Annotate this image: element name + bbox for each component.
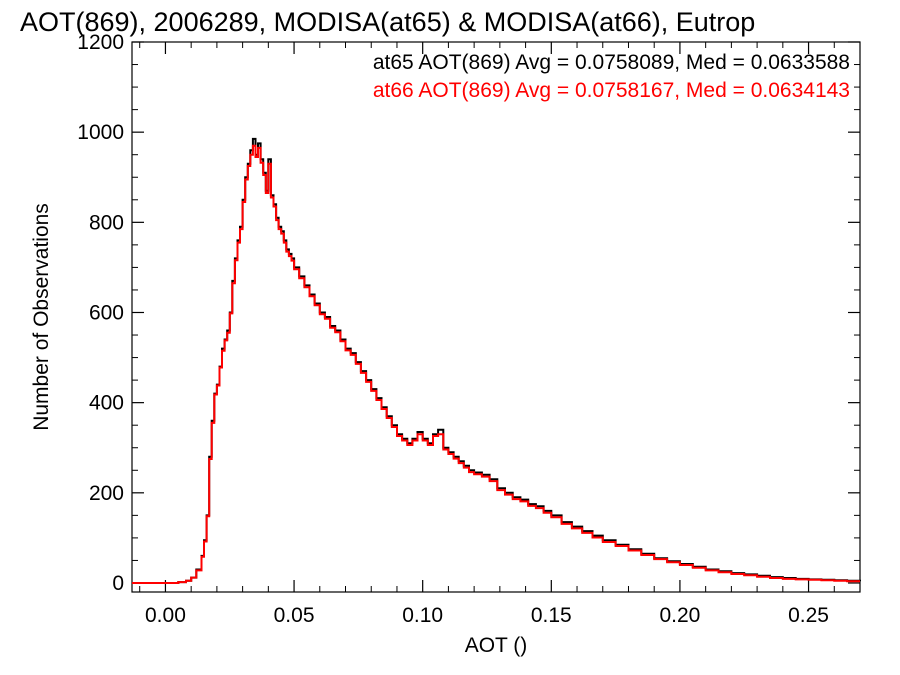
series-line-1 — [132, 144, 860, 584]
legend: at65 AOT(869) Avg = 0.0758089, Med = 0.0… — [373, 51, 850, 102]
x-tick-label: 0.05 — [274, 604, 315, 627]
y-tick-label: 400 — [89, 392, 124, 415]
x-axis-label: AOT () — [465, 634, 528, 657]
x-tick-label: 0.20 — [659, 604, 700, 627]
legend-entry-0: at65 AOT(869) Avg = 0.0758089, Med = 0.0… — [373, 51, 850, 74]
x-tick-label: 0.00 — [145, 604, 186, 627]
y-tick-label: 1200 — [77, 31, 124, 54]
legend-entry-1: at66 AOT(869) Avg = 0.0758167, Med = 0.0… — [373, 79, 850, 102]
y-tick-label: 600 — [89, 301, 124, 324]
plot-frame — [131, 41, 861, 593]
y-axis: 0 200 400 600 800 1000 1200 — [77, 31, 860, 595]
x-tick-label: 0.15 — [531, 604, 572, 627]
series-layer — [132, 137, 861, 584]
x-tick-label: 0.10 — [402, 604, 443, 627]
series-line-0 — [132, 137, 861, 584]
y-tick-label: 800 — [89, 211, 124, 234]
y-tick-label: 200 — [89, 482, 124, 505]
x-axis: 0.00 0.05 0.10 0.15 0.20 0.25 — [139, 42, 861, 627]
y-tick-label: 0 — [112, 572, 124, 595]
y-axis-label: Number of Observations — [30, 203, 53, 431]
y-tick-label: 1000 — [77, 121, 124, 144]
x-tick-label: 0.25 — [788, 604, 829, 627]
chart-title: AOT(869), 2006289, MODISA(at65) & MODISA… — [20, 7, 755, 37]
